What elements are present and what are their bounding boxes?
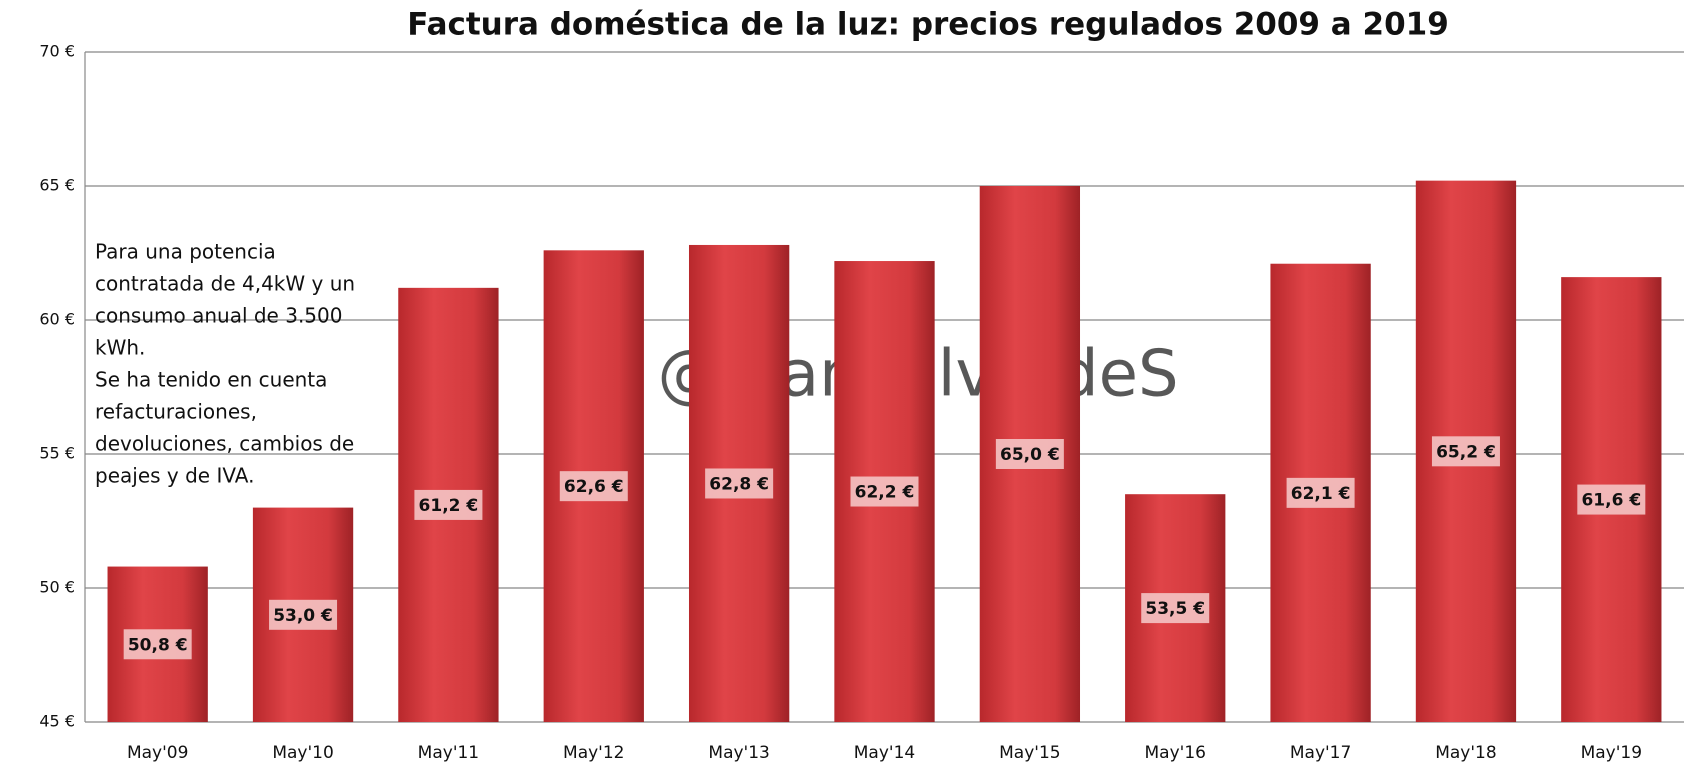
x-tick-label: May'09 <box>127 743 188 763</box>
annotation: devoluciones, cambios de <box>95 432 354 456</box>
value-label: 61,6 € <box>1581 491 1641 511</box>
x-tick-label: May'10 <box>272 743 333 763</box>
y-tick-label: 70 € <box>39 42 75 61</box>
value-label: 53,0 € <box>273 606 333 626</box>
x-tick-label: May'17 <box>1290 743 1351 763</box>
y-tick-label: 65 € <box>39 176 75 195</box>
value-label: 62,8 € <box>709 474 769 494</box>
chart-title: Factura doméstica de la luz: precios reg… <box>407 7 1449 43</box>
value-label-box <box>1141 593 1210 624</box>
annotation: Para una potencia <box>95 240 276 264</box>
value-label-box <box>705 468 774 499</box>
x-tick-label: May'11 <box>418 743 479 763</box>
value-label: 65,0 € <box>1000 445 1060 465</box>
value-label: 62,6 € <box>564 477 624 497</box>
value-label-box <box>414 489 483 520</box>
y-tick-label: 50 € <box>39 578 75 597</box>
annotation: consumo anual de 3.500 <box>95 304 342 328</box>
x-tick-label: May'18 <box>1435 743 1496 763</box>
value-label-box <box>850 476 919 507</box>
value-label-box <box>269 599 338 630</box>
value-label-box <box>995 439 1064 469</box>
annotation: refacturaciones, <box>95 400 257 424</box>
value-label: 53,5 € <box>1145 599 1205 619</box>
x-tick-label: May'19 <box>1581 743 1642 763</box>
annotation: peajes y de IVA. <box>95 464 254 488</box>
value-label-box <box>1577 484 1646 515</box>
value-label-box <box>123 629 192 660</box>
value-label: 50,8 € <box>128 635 188 655</box>
value-label: 62,1 € <box>1291 484 1351 504</box>
value-label: 65,2 € <box>1436 442 1496 462</box>
x-tick-label: May'15 <box>999 743 1060 763</box>
y-tick-label: 55 € <box>39 444 75 463</box>
x-tick-label: May'13 <box>708 743 769 763</box>
annotation: Se ha tenido en cuenta <box>95 368 327 392</box>
annotation: kWh. <box>95 336 145 360</box>
value-label-box <box>1431 436 1500 467</box>
value-label: 62,2 € <box>855 483 915 503</box>
y-tick-label: 45 € <box>39 712 75 731</box>
x-tick-label: May'14 <box>854 743 915 763</box>
value-label: 61,2 € <box>419 496 479 516</box>
annotation: contratada de 4,4kW y un <box>95 272 355 296</box>
value-label-box <box>1286 477 1355 508</box>
value-label-box <box>559 471 628 502</box>
x-tick-label: May'16 <box>1145 743 1206 763</box>
y-tick-label: 60 € <box>39 310 75 329</box>
x-tick-label: May'12 <box>563 743 624 763</box>
